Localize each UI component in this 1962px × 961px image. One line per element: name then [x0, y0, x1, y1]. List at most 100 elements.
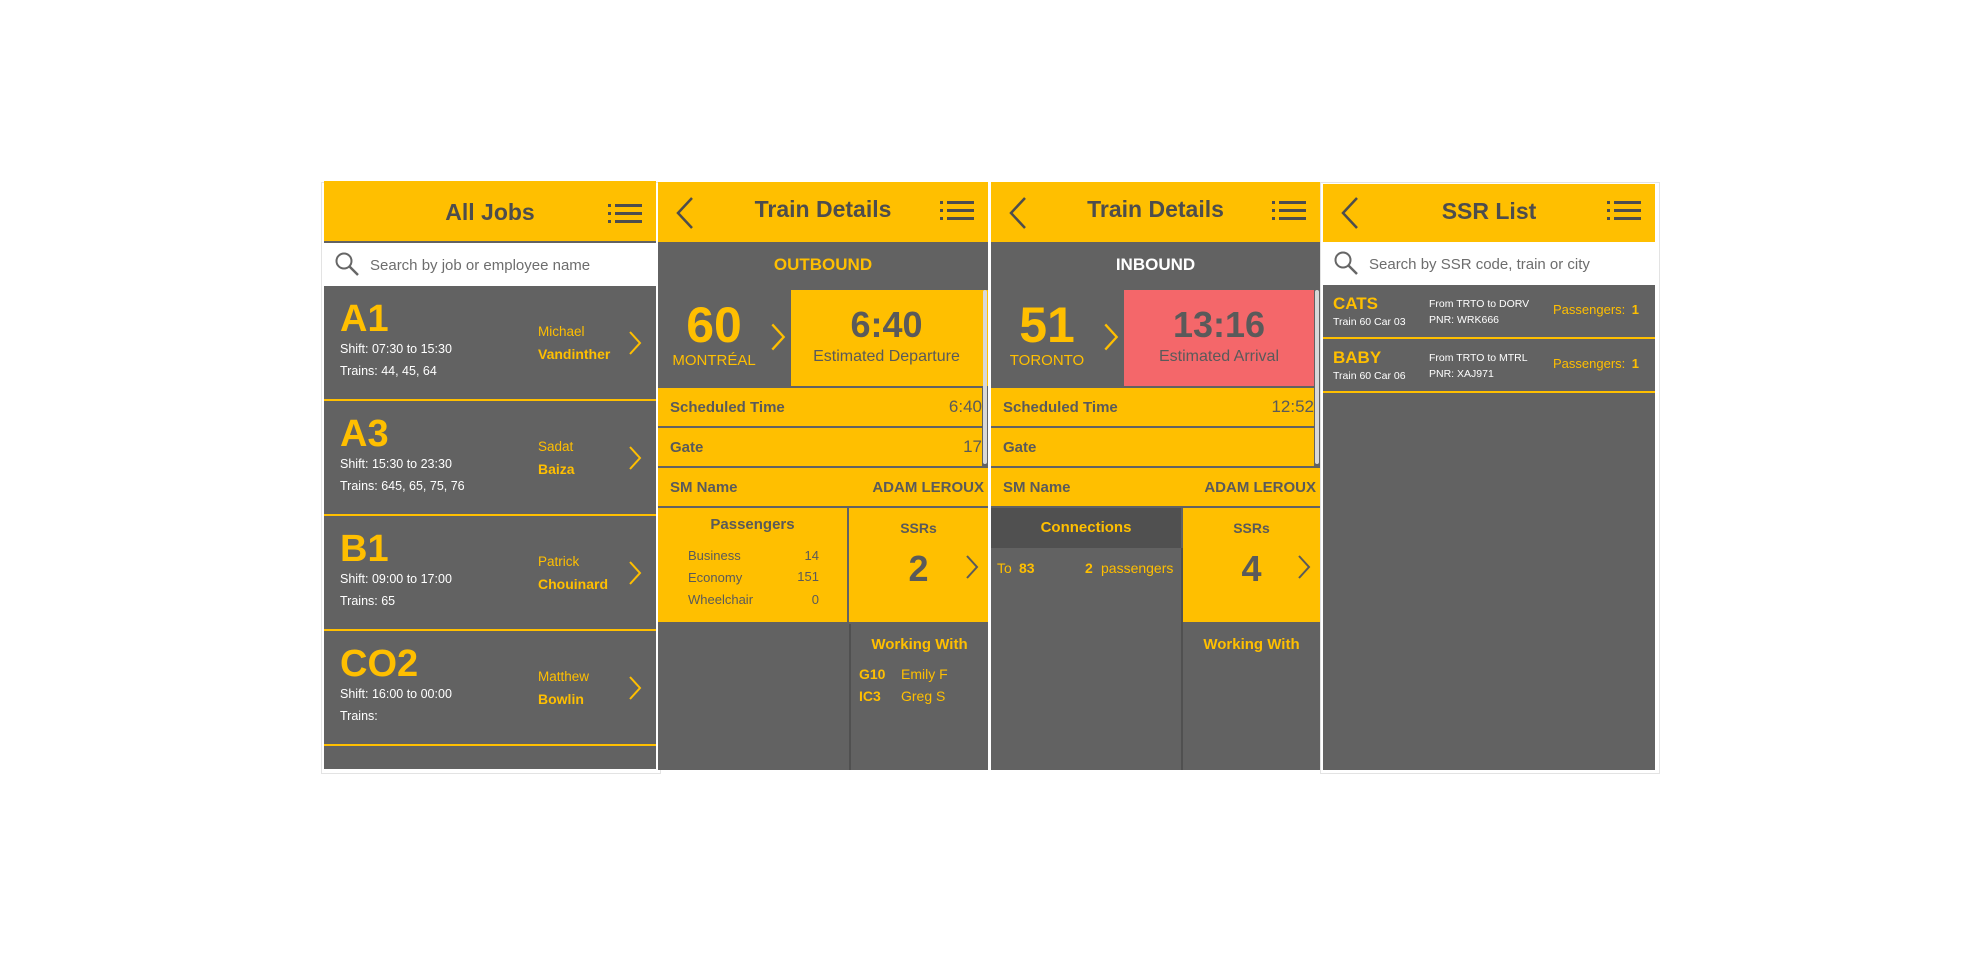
job-code: A3 [340, 413, 389, 455]
job-trains: Trains: 645, 65, 75, 76 [340, 479, 465, 493]
scrollbar[interactable] [1315, 290, 1319, 464]
connection-train: 83 [1019, 560, 1035, 576]
ssr-pnr: PNR: WRK666 [1429, 314, 1500, 326]
connection-unit: passengers [1101, 560, 1174, 576]
sm-name-label: SM Name [1003, 479, 1071, 496]
sm-name-label: SM Name [670, 479, 738, 496]
scheduled-time-label: Scheduled Time [670, 399, 785, 416]
ssr-passengers-count: 1 [1631, 302, 1639, 317]
coworker-job-code: G10 [859, 666, 886, 682]
train-city: MONTRÉAL [672, 352, 756, 369]
inbound-header: Train Details [991, 182, 1320, 242]
chevron-right-icon [771, 323, 786, 351]
page-title: Train Details [1087, 196, 1224, 222]
passenger-class-label: Business [688, 548, 741, 563]
train-number-button[interactable]: 51 TORONTO [991, 290, 1124, 386]
job-trains: Trains: 44, 45, 64 [340, 364, 437, 378]
back-arrow-icon[interactable] [674, 196, 696, 230]
train-number-button[interactable]: 60 MONTRÉAL [658, 290, 791, 386]
estimated-time-value: 13:16 [1172, 304, 1266, 345]
employee-last-name: Bowlin [538, 691, 584, 707]
chevron-right-icon [1104, 323, 1119, 351]
menu-icon[interactable] [1272, 200, 1306, 226]
ssrs-button[interactable]: SSRs 2 [849, 508, 988, 622]
outbound-screen: Train Details OUTBOUND 60 MONTRÉAL 6:40 … [658, 182, 988, 770]
coworker-job-code: IC3 [859, 688, 881, 704]
search-input[interactable] [1367, 250, 1641, 278]
passengers-title: Passengers [710, 516, 795, 533]
job-row[interactable]: A3 Shift: 15:30 to 23:30 Trains: 645, 65… [324, 401, 656, 516]
employee-last-name: Vandinther [538, 346, 611, 362]
ssrs-count: 2 [908, 548, 929, 589]
passenger-class-count: 14 [804, 548, 819, 563]
sm-name-value: ADAM LEROUX [1204, 479, 1316, 496]
job-shift: Shift: 07:30 to 15:30 [340, 342, 452, 356]
search-icon [1334, 251, 1358, 275]
connection-to-label: To [997, 560, 1012, 576]
employee-last-name: Chouinard [538, 576, 608, 592]
estimated-time-label: Estimated Arrival [1158, 348, 1280, 365]
ssrs-title: SSRs [1233, 520, 1270, 536]
connections-header: Connections [991, 508, 1181, 548]
job-trains: Trains: 65 [340, 594, 396, 608]
connection-row[interactable]: To 83 2 passengers [991, 548, 1181, 588]
train-city: TORONTO [1009, 352, 1085, 369]
employee-last-name: Baiza [538, 461, 575, 477]
employee-first-name: Sadat [538, 439, 574, 454]
gate-row: Gate 17 [658, 426, 982, 466]
ssr-list-item[interactable]: CATS Train 60 Car 03 From TRTO to DORV P… [1323, 285, 1655, 339]
train-summary: 51 TORONTO 13:16 Estimated Arrival [991, 290, 1320, 386]
gate-label: Gate [670, 439, 704, 456]
gate-label: Gate [1003, 439, 1037, 456]
chevron-right-icon [1298, 555, 1311, 579]
estimated-time-value: 6:40 [850, 304, 923, 345]
ssrs-title: SSRs [900, 520, 937, 536]
job-row[interactable]: B1 Shift: 09:00 to 17:00 Trains: 65 Patr… [324, 516, 656, 631]
job-code: A1 [340, 298, 389, 340]
sm-name-value: ADAM LEROUX [872, 479, 984, 496]
ssrs-count: 4 [1241, 548, 1262, 589]
passenger-class-count: 151 [797, 569, 819, 584]
gate-value: 17 [963, 437, 982, 456]
sm-name-row: SM Name ADAM LEROUX [991, 466, 1320, 506]
ssr-list-item[interactable]: BABY Train 60 Car 06 From TRTO to MTRL P… [1323, 339, 1655, 393]
train-number: 60 [686, 297, 742, 353]
scheduled-time-row: Scheduled Time 6:40 [658, 386, 982, 426]
scheduled-time-value: 6:40 [948, 397, 982, 416]
job-shift: Shift: 09:00 to 17:00 [340, 572, 452, 586]
job-row[interactable]: A1 Shift: 07:30 to 15:30 Trains: 44, 45,… [324, 286, 656, 401]
ssr-code: CATS [1333, 294, 1379, 313]
job-row[interactable]: CO2 Shift: 16:00 to 00:00 Trains: Matthe… [324, 631, 656, 746]
inbound-screen: Train Details INBOUND 51 TORONTO 13:16 E… [991, 182, 1320, 770]
passenger-class-label: Wheelchair [688, 592, 754, 607]
back-arrow-icon[interactable] [1339, 196, 1361, 230]
chevron-right-icon [966, 555, 979, 579]
employee-first-name: Matthew [538, 669, 590, 684]
ssr-header: SSR List [1323, 184, 1655, 242]
estimated-time-label: Estimated Departure [813, 348, 960, 365]
ssr-search-bar [1323, 242, 1655, 285]
passenger-class-label: Economy [688, 570, 743, 585]
menu-icon[interactable] [608, 203, 642, 229]
job-code: CO2 [340, 643, 419, 685]
direction-label: INBOUND [991, 242, 1320, 290]
search-icon [335, 252, 359, 276]
menu-icon[interactable] [940, 200, 974, 226]
search-input[interactable] [368, 251, 642, 279]
coworker-name: Greg S [901, 688, 946, 704]
menu-icon[interactable] [1607, 200, 1641, 226]
connection-count: 2 [1085, 560, 1093, 576]
back-arrow-icon[interactable] [1007, 196, 1029, 230]
scrollbar[interactable] [983, 290, 987, 464]
ssrs-button[interactable]: SSRs 4 [1183, 508, 1320, 622]
working-with-panel: Working With G10 Emily F IC3 Greg S [849, 624, 988, 770]
direction-label: OUTBOUND [658, 242, 988, 290]
passenger-class-count: 0 [811, 592, 819, 607]
scheduled-time-row: Scheduled Time 12:52 [991, 386, 1314, 426]
column-divider [1181, 548, 1183, 770]
chevron-right-icon [629, 446, 642, 470]
ssr-route: From TRTO to DORV [1429, 298, 1530, 310]
estimated-time: 13:16 Estimated Arrival [1124, 290, 1314, 386]
ssr-train-car: Train 60 Car 03 [1333, 316, 1406, 328]
sm-name-row: SM Name ADAM LEROUX [658, 466, 988, 506]
